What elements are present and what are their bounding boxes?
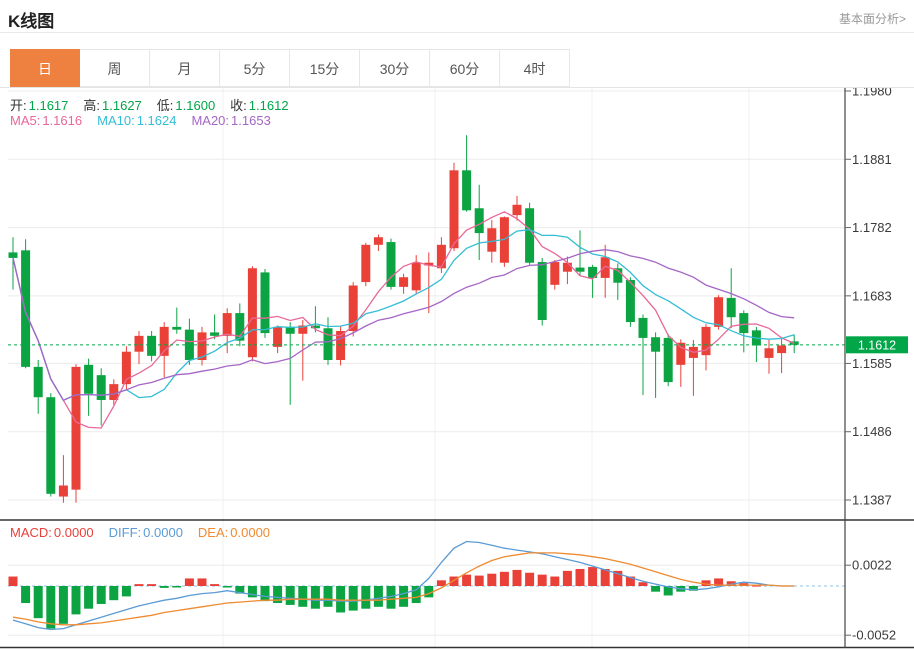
ma-item-1: MA10: 1.1624	[97, 113, 177, 128]
macd-item-1: DIFF: 0.0000	[108, 525, 183, 540]
tab-5min[interactable]: 5分	[220, 49, 290, 87]
svg-text:1.1683: 1.1683	[852, 288, 892, 303]
tab-week[interactable]: 周	[80, 49, 150, 87]
diff-line	[12, 540, 795, 631]
ohlc-item-0: 开: 1.1617	[10, 98, 69, 113]
tab-15min[interactable]: 15分	[290, 49, 360, 87]
macd-histogram	[8, 567, 761, 629]
tab-day[interactable]: 日	[10, 49, 80, 87]
price-axis: 1.1980 1.1881 1.1782 1.1683 1.1585 1.1486 1.13…	[0, 88, 914, 649]
ma5-line	[12, 211, 795, 429]
kline-chart-svg: 1.1980 1.1881 1.1782 1.1683 1.1585 1.1486 1.13…	[0, 88, 914, 649]
svg-text:1.1585: 1.1585	[852, 356, 892, 371]
svg-text:1.1486: 1.1486	[852, 424, 892, 439]
macd-legend: MACD: 0.0000 DIFF: 0.0000 DEA: 0.0000	[10, 525, 285, 540]
grid-lines	[8, 88, 845, 648]
header: K线图 基本面分析>	[0, 0, 914, 33]
svg-text:1.1980: 1.1980	[852, 88, 892, 99]
tab-4hour[interactable]: 4时	[500, 49, 570, 87]
macd-item-0: MACD: 0.0000	[10, 525, 94, 540]
ma10-line	[12, 229, 795, 402]
ma-legend: MA5: 1.1616 MA10: 1.1624 MA20: 1.1653	[10, 113, 286, 128]
svg-text:1.1387: 1.1387	[852, 493, 892, 508]
ma20-line	[12, 249, 795, 402]
svg-text:1.1782: 1.1782	[852, 220, 892, 235]
svg-text:-0.0052: -0.0052	[852, 628, 896, 643]
ohlc-item-2: 低: 1.1600	[156, 98, 216, 113]
ohlc-item-3: 收: 1.1612	[230, 98, 289, 113]
tab-60min[interactable]: 60分	[430, 49, 500, 87]
fundamental-analysis-link[interactable]: 基本面分析>	[838, 12, 906, 26]
page-title: K线图	[8, 12, 55, 31]
candles	[8, 135, 799, 503]
ohlc-legend: 开: 1.1617 高: 1.1627 低: 1.1600 收: 1.1612	[10, 95, 304, 114]
ohlc-item-1: 高: 1.1627	[83, 98, 142, 113]
ma-item-0: MA5: 1.1616	[10, 113, 83, 128]
svg-text:1.1612: 1.1612	[858, 338, 896, 352]
tab-30min[interactable]: 30分	[360, 49, 430, 87]
svg-text:1.1881: 1.1881	[852, 152, 892, 167]
tab-month[interactable]: 月	[150, 49, 220, 87]
current-price-tag: 1.1612	[846, 336, 908, 354]
ma-item-2: MA20: 1.1653	[191, 113, 271, 128]
kline-chart-canvas[interactable]: 1.1980 1.1881 1.1782 1.1683 1.1585 1.1486 1.13…	[0, 88, 914, 650]
tab-bar: 日周月 5分 15分 30分 60分 4时	[0, 49, 914, 88]
svg-text:0.0022: 0.0022	[852, 558, 892, 573]
dea-line	[12, 552, 795, 626]
macd-item-2: DEA: 0.0000	[197, 525, 271, 540]
